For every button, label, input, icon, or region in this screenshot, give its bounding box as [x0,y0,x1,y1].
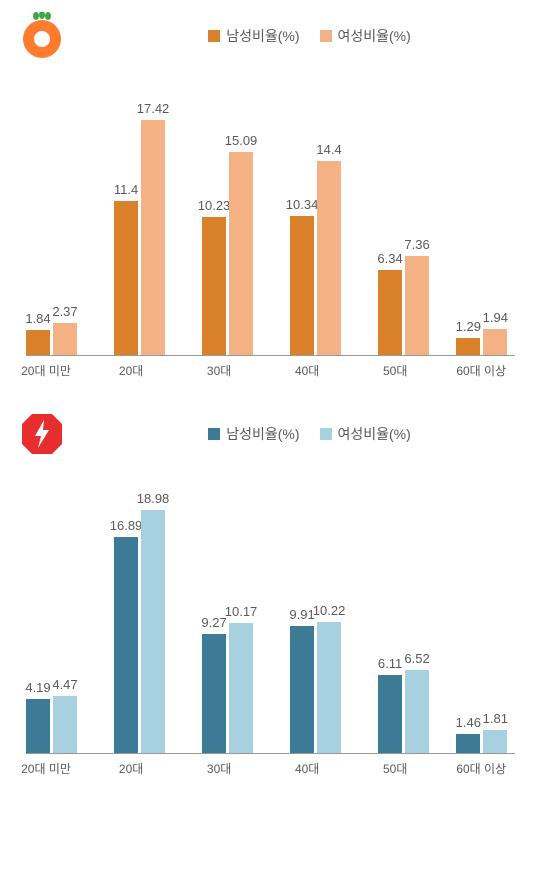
bar-value-label: 10.34 [286,197,319,212]
bar: 11.4 [114,201,138,355]
x-axis-label: 20대 [119,362,143,379]
x-axis-label: 20대 미만 [21,760,71,777]
bar-group: 6.347.36 [378,256,429,355]
bar-value-label: 6.11 [378,656,402,671]
bar-value-label: 6.52 [404,651,429,666]
chart-2-area: 4.194.4716.8918.989.2710.179.9110.226.11… [26,468,515,778]
bar-value-label: 14.4 [316,142,341,157]
legend-label: 여성비율(%) [338,26,411,46]
bar-group: 16.8918.98 [114,510,165,753]
chart-1-legend: 남성비율(%) 여성비율(%) [96,26,523,46]
chart-1-header: 남성비율(%) 여성비율(%) [18,12,523,60]
x-axis-label: 60대 이상 [456,760,506,777]
legend-swatch [208,428,220,440]
bar-group: 4.194.47 [26,696,77,753]
bar: 6.34 [378,270,402,355]
bar-value-label: 17.42 [137,101,170,116]
bar: 10.23 [202,217,226,355]
bar: 1.46 [456,734,480,753]
legend-item-female: 여성비율(%) [320,424,411,444]
bar-value-label: 16.89 [110,518,143,533]
bar-group: 10.3414.4 [290,161,341,355]
bar-group: 1.291.94 [456,329,507,355]
bar-value-label: 10.17 [225,604,258,619]
bar: 2.37 [53,323,77,355]
bar: 7.36 [405,256,429,355]
bar-group: 11.417.42 [114,120,165,355]
x-axis-label: 40대 [295,760,319,777]
bar-value-label: 11.4 [114,182,138,197]
bar: 18.98 [141,510,165,753]
bar-group: 10.2315.09 [202,152,253,355]
bar: 10.17 [229,623,253,753]
bar-group: 1.461.81 [456,730,507,753]
legend-swatch [320,30,332,42]
bar: 6.11 [378,675,402,753]
bar-value-label: 1.94 [483,310,508,325]
chart-2-xaxis: 20대 미만20대30대40대50대60대 이상 [26,754,515,778]
bar-value-label: 7.36 [404,237,429,252]
bar: 10.22 [317,622,341,753]
bar-value-label: 2.37 [52,304,77,319]
legend-label: 남성비율(%) [226,424,299,444]
bar-group: 9.9110.22 [290,622,341,753]
bolt-logo-icon [18,410,66,458]
carrot-logo-icon [18,12,66,60]
legend-item-female: 여성비율(%) [320,26,411,46]
bar-value-label: 6.34 [377,251,402,266]
bar-value-label: 9.91 [289,607,314,622]
legend-swatch [208,30,220,42]
x-axis-label: 20대 미만 [21,362,71,379]
bar: 1.29 [456,338,480,355]
legend-label: 남성비율(%) [226,26,299,46]
bar: 6.52 [405,670,429,753]
bar-value-label: 4.19 [25,680,50,695]
chart-1-area: 1.842.3711.417.4210.2315.0910.3414.46.34… [26,70,515,380]
x-axis-label: 60대 이상 [456,362,506,379]
bar-group: 6.116.52 [378,670,429,753]
chart-2: 남성비율(%) 여성비율(%) 4.194.4716.8918.989.2710… [18,410,523,778]
bar: 1.84 [26,330,50,355]
chart-1-xaxis: 20대 미만20대30대40대50대60대 이상 [26,356,515,380]
bar: 9.27 [202,634,226,753]
bar-group: 1.842.37 [26,323,77,355]
bar: 1.94 [483,329,507,355]
x-axis-label: 30대 [207,362,231,379]
bar-value-label: 15.09 [225,133,258,148]
x-axis-label: 50대 [383,760,407,777]
x-axis-label: 30대 [207,760,231,777]
legend-label: 여성비율(%) [338,424,411,444]
bar: 10.34 [290,216,314,355]
legend-swatch [320,428,332,440]
bar-value-label: 10.22 [313,603,346,618]
legend-item-male: 남성비율(%) [208,26,299,46]
x-axis-label: 50대 [383,362,407,379]
bar-value-label: 9.27 [201,615,226,630]
legend-item-male: 남성비율(%) [208,424,299,444]
bar-value-label: 18.98 [137,491,170,506]
bar: 1.81 [483,730,507,753]
bar-value-label: 1.29 [456,319,481,334]
bar: 9.91 [290,626,314,753]
chart-2-bars: 4.194.4716.8918.989.2710.179.9110.226.11… [26,468,515,754]
x-axis-label: 20대 [119,760,143,777]
bar-value-label: 1.84 [25,311,50,326]
bar: 15.09 [229,152,253,355]
bar-value-label: 10.23 [198,198,231,213]
bar: 14.4 [317,161,341,355]
chart-2-legend: 남성비율(%) 여성비율(%) [96,424,523,444]
bar-value-label: 1.46 [456,715,481,730]
chart-1-bars: 1.842.3711.417.4210.2315.0910.3414.46.34… [26,70,515,356]
chart-2-header: 남성비율(%) 여성비율(%) [18,410,523,458]
bar-value-label: 1.81 [483,711,508,726]
bar: 4.47 [53,696,77,753]
x-axis-label: 40대 [295,362,319,379]
chart-1: 남성비율(%) 여성비율(%) 1.842.3711.417.4210.2315… [18,12,523,380]
bar: 17.42 [141,120,165,355]
bar-group: 9.2710.17 [202,623,253,753]
bar: 16.89 [114,537,138,753]
bar: 4.19 [26,699,50,753]
bar-value-label: 4.47 [52,677,77,692]
